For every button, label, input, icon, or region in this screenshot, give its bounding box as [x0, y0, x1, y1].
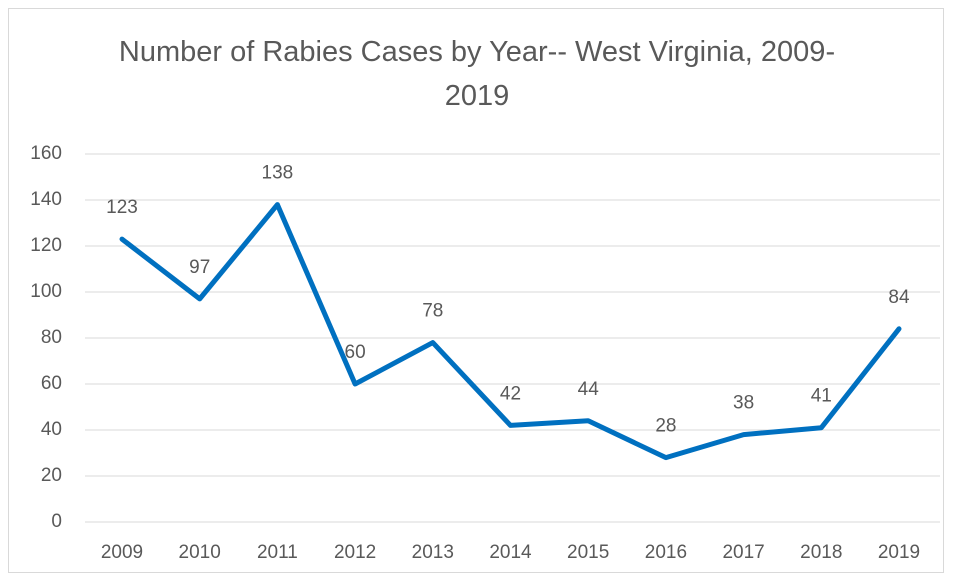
chart-frame	[8, 8, 944, 573]
data-label: 28	[655, 416, 676, 437]
data-label: 60	[345, 342, 366, 363]
x-tick-label: 2013	[412, 542, 454, 563]
chart-title: Number of Rabies Cases by Year-- West Vi…	[118, 36, 836, 112]
data-label: 97	[189, 257, 210, 278]
data-label: 42	[500, 383, 521, 404]
data-label: 44	[578, 379, 600, 400]
y-tick-label: 0	[51, 511, 62, 532]
data-label: 38	[733, 393, 754, 414]
data-label: 41	[811, 386, 832, 407]
x-tick-label: 2011	[257, 542, 298, 563]
x-tick-label: 2009	[101, 542, 143, 563]
x-tick-label: 2014	[489, 542, 532, 563]
x-tick-label: 2018	[800, 542, 842, 563]
data-label: 123	[106, 197, 138, 218]
y-tick-label: 80	[41, 327, 62, 348]
x-tick-label: 2019	[878, 542, 920, 563]
x-tick-label: 2015	[567, 542, 609, 563]
y-tick-label: 100	[30, 281, 62, 302]
y-tick-label: 120	[30, 235, 62, 256]
x-tick-label: 2016	[645, 542, 687, 563]
data-label: 84	[888, 287, 910, 308]
y-tick-label: 140	[30, 189, 62, 210]
y-tick-label: 40	[41, 419, 62, 440]
y-tick-label: 20	[41, 465, 62, 486]
y-tick-label: 60	[41, 373, 62, 394]
data-label: 138	[262, 163, 294, 184]
data-label: 78	[422, 301, 443, 322]
x-tick-label: 2012	[334, 542, 376, 563]
x-tick-label: 2010	[179, 542, 221, 563]
y-tick-label: 160	[30, 143, 62, 164]
data-line	[119, 202, 902, 461]
x-tick-label: 2017	[722, 542, 764, 563]
